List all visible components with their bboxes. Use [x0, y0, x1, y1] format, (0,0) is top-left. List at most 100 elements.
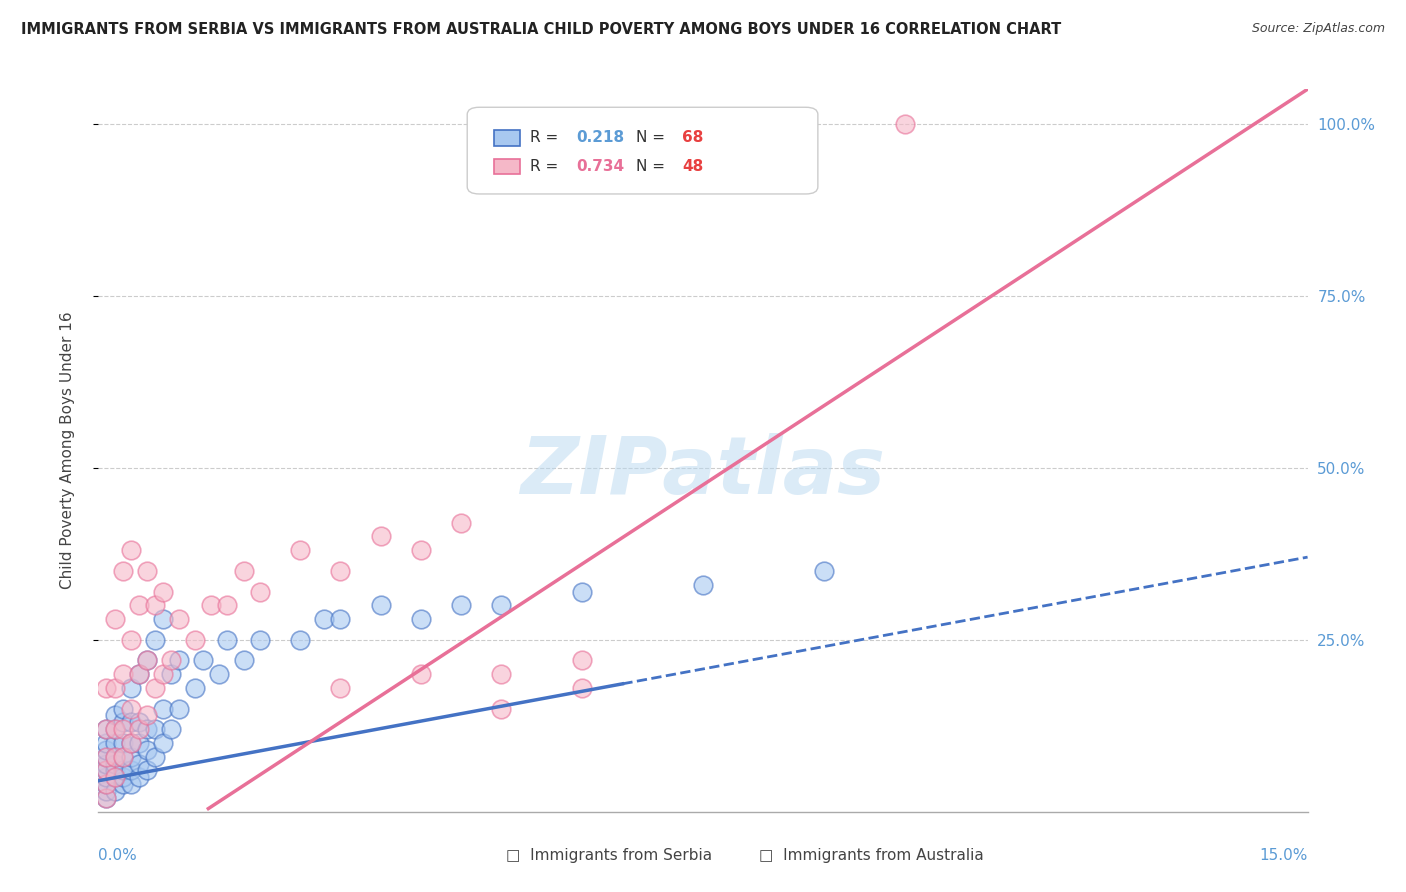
Point: [96, 791, 118, 805]
Point: [288, 632, 311, 647]
Point: [409, 612, 432, 626]
Point: [217, 599, 239, 613]
Text: 68: 68: [682, 130, 704, 145]
Point: [111, 770, 134, 784]
Point: [111, 701, 134, 715]
Text: R =: R =: [530, 130, 564, 145]
Point: [96, 749, 118, 764]
Point: [103, 708, 125, 723]
Point: [96, 777, 118, 791]
Point: [120, 701, 142, 715]
Point: [193, 653, 215, 667]
Point: [450, 599, 472, 613]
Point: [128, 736, 150, 750]
Point: [135, 653, 157, 667]
Point: [111, 667, 134, 681]
Point: [135, 743, 157, 757]
Point: [120, 715, 142, 730]
Point: [96, 784, 118, 798]
Point: [96, 722, 118, 736]
Point: [370, 599, 392, 613]
Point: [152, 612, 174, 626]
Point: [103, 612, 125, 626]
Text: □  Immigrants from Australia: □ Immigrants from Australia: [759, 848, 984, 863]
Point: [96, 756, 118, 771]
Point: [491, 667, 513, 681]
Point: [111, 736, 134, 750]
Point: [128, 756, 150, 771]
Point: [120, 632, 142, 647]
Point: [135, 708, 157, 723]
Point: [111, 564, 134, 578]
Text: □  Immigrants from Serbia: □ Immigrants from Serbia: [506, 848, 713, 863]
Point: [143, 681, 166, 695]
Point: [571, 584, 593, 599]
Point: [249, 632, 271, 647]
Point: [571, 681, 593, 695]
Point: [111, 777, 134, 791]
Point: [111, 749, 134, 764]
Point: [120, 777, 142, 791]
Point: [152, 736, 174, 750]
Point: [152, 584, 174, 599]
Point: [370, 529, 392, 543]
Point: [120, 749, 142, 764]
Y-axis label: Child Poverty Among Boys Under 16: Child Poverty Among Boys Under 16: [60, 311, 75, 590]
Point: [120, 681, 142, 695]
Point: [143, 722, 166, 736]
Point: [120, 764, 142, 778]
Point: [167, 701, 190, 715]
Point: [103, 749, 125, 764]
Point: [135, 564, 157, 578]
Point: [143, 749, 166, 764]
Point: [128, 715, 150, 730]
Point: [329, 612, 352, 626]
Point: [96, 722, 118, 736]
Text: N =: N =: [637, 130, 671, 145]
Point: [208, 667, 231, 681]
Point: [103, 722, 125, 736]
Point: [96, 777, 118, 791]
Point: [135, 653, 157, 667]
Text: IMMIGRANTS FROM SERBIA VS IMMIGRANTS FROM AUSTRALIA CHILD POVERTY AMONG BOYS UND: IMMIGRANTS FROM SERBIA VS IMMIGRANTS FRO…: [21, 22, 1062, 37]
Point: [128, 599, 150, 613]
Point: [217, 632, 239, 647]
Point: [96, 736, 118, 750]
Point: [249, 584, 271, 599]
Point: [96, 770, 118, 784]
Text: 0.734: 0.734: [576, 159, 624, 174]
Point: [103, 722, 125, 736]
Text: 0.0%: 0.0%: [98, 847, 138, 863]
FancyBboxPatch shape: [467, 107, 818, 194]
Point: [813, 564, 835, 578]
Point: [96, 743, 118, 757]
Point: [111, 722, 134, 736]
Point: [96, 749, 118, 764]
Point: [135, 722, 157, 736]
Point: [143, 599, 166, 613]
Point: [111, 749, 134, 764]
Point: [111, 715, 134, 730]
Text: 48: 48: [682, 159, 703, 174]
Point: [184, 681, 207, 695]
Point: [409, 543, 432, 558]
Point: [120, 543, 142, 558]
Point: [103, 756, 125, 771]
Point: [167, 612, 190, 626]
Point: [96, 764, 118, 778]
Point: [167, 653, 190, 667]
Point: [491, 701, 513, 715]
Point: [96, 791, 118, 805]
Point: [143, 632, 166, 647]
Point: [152, 667, 174, 681]
Point: [103, 770, 125, 784]
Point: [409, 667, 432, 681]
Point: [103, 784, 125, 798]
Point: [120, 736, 142, 750]
Point: [450, 516, 472, 530]
Point: [314, 612, 336, 626]
Point: [329, 681, 352, 695]
Point: [160, 722, 183, 736]
Point: [103, 736, 125, 750]
Text: 0.218: 0.218: [576, 130, 624, 145]
